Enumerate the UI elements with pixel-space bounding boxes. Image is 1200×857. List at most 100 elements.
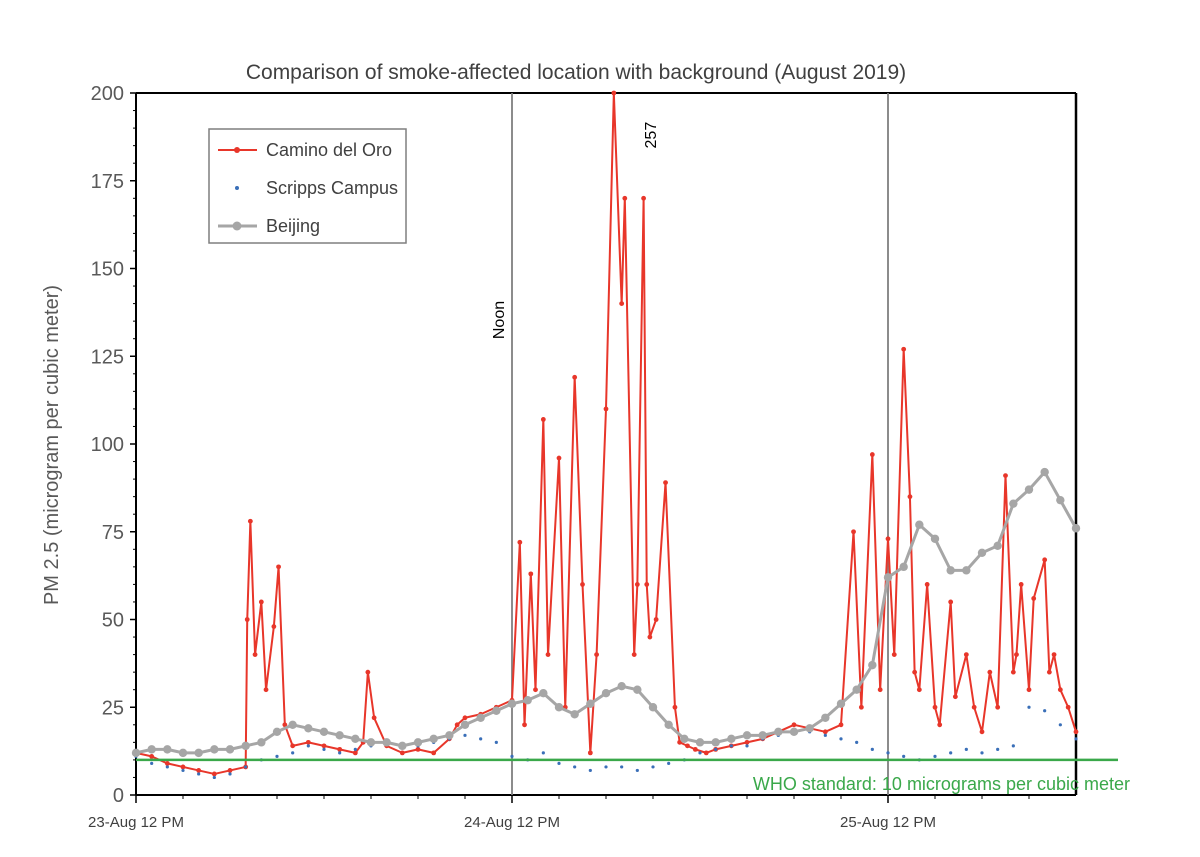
noon-label: Noon [491, 301, 508, 339]
y-tick-label: 100 [91, 434, 124, 456]
data-point-scripps-campus [1058, 723, 1062, 727]
data-point-camino-del-oro [907, 494, 913, 500]
data-point-camino-del-oro [1046, 669, 1052, 675]
plot-area: 0 25 50 75 100 125 150 175 200 23-Aug 12 PM 24-Aug… [88, 83, 1130, 831]
data-point-scripps-campus [510, 754, 514, 758]
data-point-scripps-campus [150, 761, 154, 766]
data-point-beijing [398, 741, 407, 751]
data-point-camino-del-oro [619, 301, 625, 306]
data-point-camino-del-oro [979, 729, 985, 735]
data-point-camino-del-oro [937, 722, 943, 728]
data-point-beijing [758, 731, 767, 740]
data-point-camino-del-oro [415, 746, 421, 752]
data-point-beijing [977, 548, 987, 558]
data-point-scripps-campus [886, 751, 890, 755]
data-point-camino-del-oro [1073, 729, 1079, 735]
data-point-camino-del-oro [337, 746, 343, 752]
data-point-camino-del-oro [885, 536, 891, 542]
data-point-camino-del-oro [995, 704, 1001, 710]
data-point-scripps-campus [949, 751, 953, 755]
data-point-camino-del-oro [603, 406, 609, 412]
data-point-camino-del-oro [196, 768, 202, 773]
data-point-camino-del-oro [644, 582, 650, 587]
data-point-camino-del-oro [252, 652, 258, 657]
data-point-camino-del-oro [247, 518, 253, 524]
data-point-camino-del-oro [352, 750, 358, 756]
data-point-beijing [789, 727, 799, 737]
data-point-beijing [288, 720, 297, 729]
data-point-camino-del-oro [164, 761, 170, 766]
data-point-camino-del-oro [622, 195, 628, 201]
data-point-camino-del-oro [891, 652, 897, 657]
data-point-beijing [1040, 467, 1049, 477]
data-point-scripps-campus [228, 772, 232, 776]
data-point-beijing [664, 720, 673, 729]
data-point-scripps-campus [244, 765, 248, 769]
data-point-camino-del-oro [321, 743, 327, 749]
y-tick-label: 50 [102, 610, 124, 632]
data-point-beijing [727, 734, 736, 744]
data-point-beijing [523, 696, 532, 705]
data-point-beijing [601, 689, 611, 698]
data-point-camino-del-oro [258, 599, 264, 605]
data-point-camino-del-oro [227, 768, 233, 773]
data-point-camino-del-oro [685, 743, 690, 749]
data-point-camino-del-oro [703, 750, 709, 756]
data-point-scripps-campus [604, 765, 608, 769]
data-point-beijing [131, 748, 141, 758]
data-point-camino-del-oro [1031, 596, 1037, 601]
data-point-beijing [194, 748, 203, 758]
data-point-beijing [304, 724, 313, 733]
data-point-scripps-campus [479, 737, 483, 741]
data-point-beijing [993, 541, 1002, 550]
data-point-camino-del-oro [924, 582, 930, 587]
data-point-camino-del-oro [454, 722, 460, 728]
data-point-camino-del-oro [533, 687, 538, 693]
data-point-scripps-campus [667, 761, 671, 766]
data-point-beijing [351, 734, 360, 744]
data-point-beijing [507, 699, 517, 708]
data-point-scripps-campus [1027, 705, 1031, 709]
data-point-scripps-campus [964, 747, 968, 751]
data-point-camino-del-oro [611, 90, 617, 96]
data-point-camino-del-oro [580, 582, 585, 587]
data-point-scripps-campus [870, 747, 874, 751]
data-point-scripps-campus [557, 761, 561, 766]
data-point-beijing [648, 703, 658, 712]
data-point-camino-del-oro [912, 669, 918, 675]
data-point-camino-del-oro [517, 539, 523, 545]
data-point-scripps-campus [651, 765, 655, 769]
data-point-camino-del-oro [971, 704, 977, 710]
data-point-scripps-campus [839, 737, 843, 741]
data-point-beijing [821, 713, 830, 722]
data-point-beijing [962, 566, 971, 575]
data-point-camino-del-oro [948, 599, 954, 605]
data-point-beijing [460, 720, 470, 729]
data-point-beijing [225, 745, 235, 754]
x-tick-label: 25-Aug 12 PM [840, 814, 936, 831]
data-point-scripps-campus [338, 751, 342, 755]
peak-annotation: 257 [643, 122, 660, 149]
data-point-beijing [257, 738, 266, 747]
data-point-scripps-campus [698, 751, 702, 755]
data-point-camino-del-oro [1042, 557, 1048, 563]
data-point-beijing [899, 562, 908, 572]
data-point-scripps-campus [212, 775, 216, 780]
y-tick-label: 125 [91, 346, 124, 368]
data-point-scripps-campus [291, 751, 295, 755]
y-tick-label: 175 [91, 171, 124, 193]
data-point-scripps-campus [1074, 737, 1078, 741]
data-point-camino-del-oro [869, 452, 875, 457]
data-point-beijing [539, 689, 548, 698]
data-point-scripps-campus [197, 772, 201, 776]
data-point-beijing [946, 566, 955, 575]
data-point-camino-del-oro [399, 750, 405, 756]
data-point-beijing [930, 534, 940, 543]
data-point-camino-del-oro [1018, 582, 1024, 587]
data-point-camino-del-oro [838, 722, 844, 728]
data-point-scripps-campus [588, 768, 592, 773]
data-point-beijing [805, 724, 814, 733]
data-point-scripps-campus [729, 744, 733, 748]
data-point-camino-del-oro [952, 694, 958, 700]
x-tick-label: 24-Aug 12 PM [464, 814, 560, 831]
